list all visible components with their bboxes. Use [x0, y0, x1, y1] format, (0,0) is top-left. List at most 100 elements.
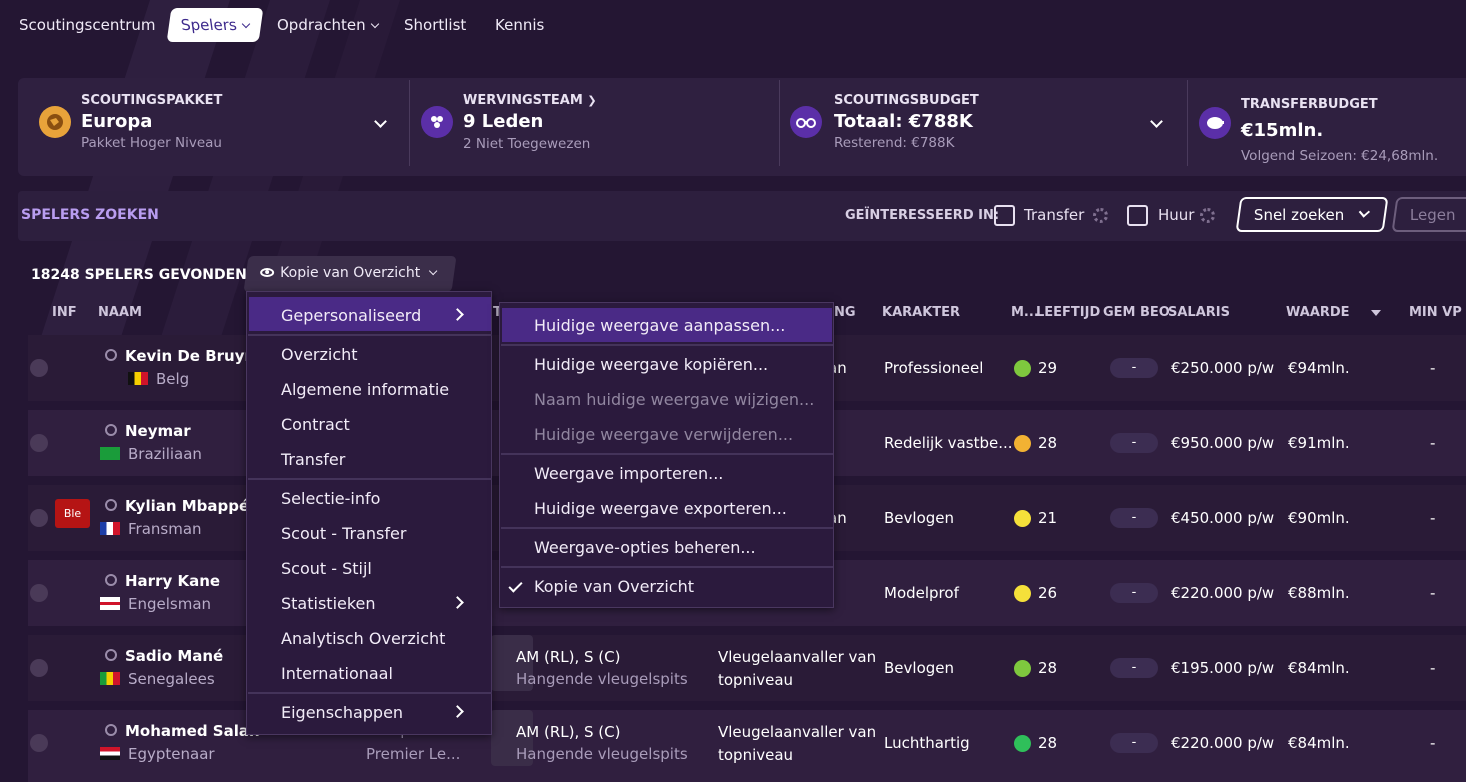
top-navigation: Scoutingscentrum Spelers Opdrachten Shor… — [0, 0, 1466, 48]
card-value: Europa — [81, 111, 153, 132]
team-icon — [421, 106, 453, 138]
menu-item-kopieren[interactable]: Huidige weergave kopiëren... — [534, 355, 769, 374]
avg-rating: - — [1110, 583, 1158, 603]
nav-spelers[interactable]: Spelers — [166, 8, 264, 42]
salary: €195.000 p/w — [1171, 659, 1275, 677]
arrow-icon — [1014, 435, 1031, 452]
salary: €250.000 p/w — [1171, 359, 1275, 377]
value: €90mln. — [1288, 509, 1350, 527]
player-name[interactable]: Kylian Mbappé — [125, 497, 250, 515]
menu-item-exporteren[interactable]: Huidige weergave exporteren... — [534, 499, 787, 518]
scouting-budget-card[interactable]: SCOUTINGSBUDGET Totaal: €788K Resterend:… — [780, 78, 1185, 176]
menu-item-eigenschappen[interactable]: Eigenschappen — [281, 703, 404, 722]
nav-shortlist[interactable]: Shortlist — [404, 16, 467, 34]
check-icon — [508, 578, 523, 593]
player-name[interactable]: Sadio Mané — [125, 647, 224, 665]
search-title: SPELERS ZOEKEN — [21, 207, 159, 223]
age: 28 — [1038, 434, 1058, 452]
arrow-icon — [1014, 360, 1031, 377]
chevron-right-icon — [451, 596, 464, 609]
table-row[interactable]: Mohamed Salah Egyptenaar Liverp... Premi… — [28, 710, 1466, 782]
col-karakter[interactable]: KARAKTER — [882, 305, 961, 320]
scouting-package-card[interactable]: SCOUTINGSPAKKET Europa Pakket Hoger Nive… — [18, 78, 408, 176]
col-rating[interactable]: NG — [834, 305, 856, 320]
divider — [779, 80, 780, 166]
divider — [1187, 80, 1188, 166]
col-m[interactable]: M... — [1011, 305, 1039, 320]
player-nationality: Braziliaan — [100, 445, 202, 463]
col-t[interactable]: T — [493, 305, 502, 320]
player-name[interactable]: Mohamed Salah — [125, 722, 260, 740]
col-minvp[interactable]: MIN VP — [1409, 305, 1462, 320]
chevron-down-icon — [1358, 206, 1371, 218]
menu-item-analytisch-overzicht[interactable]: Analytisch Overzicht — [281, 629, 446, 648]
menu-item-contract[interactable]: Contract — [281, 415, 350, 434]
menu-item-opties-beheren[interactable]: Weergave-opties beheren... — [534, 538, 756, 557]
menu-item-overzicht[interactable]: Overzicht — [281, 345, 358, 364]
nav-opdrachten[interactable]: Opdrachten — [277, 8, 379, 42]
nav-scoutingscentrum[interactable]: Scoutingscentrum — [19, 16, 156, 34]
player-name[interactable]: Kevin De Bruyne — [125, 347, 266, 365]
transfer-checkbox[interactable] — [994, 205, 1015, 226]
menu-item-aanpassen[interactable]: Huidige weergave aanpassen... — [534, 316, 786, 335]
menu-item-scout-transfer[interactable]: Scout - Transfer — [281, 524, 407, 543]
menu-item-scout-stijl[interactable]: Scout - Stijl — [281, 559, 372, 578]
col-salaris[interactable]: SALARIS — [1168, 305, 1230, 320]
age: 26 — [1038, 584, 1058, 602]
chevron-down-icon[interactable] — [1150, 115, 1163, 128]
menu-item-importeren[interactable]: Weergave importeren... — [534, 464, 724, 483]
avg-rating: - — [1110, 358, 1158, 378]
gear-icon[interactable] — [1200, 208, 1215, 223]
col-inf[interactable]: INF — [52, 305, 77, 320]
check-icon[interactable] — [30, 359, 48, 377]
avg-rating: - — [1110, 508, 1158, 528]
menu-item-internationaal[interactable]: Internationaal — [281, 664, 393, 683]
transfer-budget-card[interactable]: TRANSFERBUDGET €15mln. Volgend Seizoen: … — [1188, 78, 1466, 176]
min-vp: - — [1430, 434, 1436, 452]
table-row[interactable]: Sadio Mané Senegalees AM (RL), S (C) Han… — [28, 635, 1466, 701]
card-value: €15mln. — [1241, 120, 1324, 141]
check-icon[interactable] — [30, 734, 48, 752]
player-nationality: Senegalees — [100, 670, 215, 688]
menu-item-statistieken[interactable]: Statistieken — [281, 594, 376, 613]
menu-item-gepersonaliseerd[interactable]: Gepersonaliseerd — [281, 306, 422, 325]
league[interactable]: Premier Le... — [366, 745, 461, 763]
menu-item-algemene-informatie[interactable]: Algemene informatie — [281, 380, 450, 399]
injury-badge[interactable]: Ble — [55, 499, 90, 528]
chevron-down-icon[interactable] — [374, 115, 387, 128]
loan-checkbox[interactable] — [1127, 205, 1148, 226]
col-naam[interactable]: NAAM — [98, 305, 142, 320]
check-icon[interactable] — [30, 509, 48, 527]
menu-item-selectie-info[interactable]: Selectie-info — [281, 489, 381, 508]
view-selector-button[interactable]: Kopie van Overzicht — [243, 256, 457, 292]
clear-button[interactable]: Legen — [1391, 197, 1466, 232]
eye-icon — [260, 268, 275, 277]
sort-desc-icon[interactable] — [1371, 310, 1381, 316]
col-leeftijd[interactable]: LEEFTIJD — [1036, 305, 1101, 320]
check-icon[interactable] — [30, 659, 48, 677]
globe-icon — [39, 106, 71, 138]
divider — [501, 344, 833, 346]
recruitment-team-card[interactable]: WERVINGSTEAM ❯ 9 Leden 2 Niet Toegewezen — [410, 78, 778, 176]
quick-search-dropdown[interactable]: Snel zoeken — [1235, 197, 1389, 232]
check-icon[interactable] — [30, 584, 48, 602]
nav-kennis[interactable]: Kennis — [495, 16, 545, 34]
menu-item-transfer[interactable]: Transfer — [281, 450, 346, 469]
card-sub: Pakket Hoger Niveau — [81, 135, 222, 151]
col-waarde[interactable]: WAARDE — [1286, 305, 1350, 320]
value: €94mln. — [1288, 359, 1350, 377]
position: AM (RL), S (C) — [516, 648, 621, 666]
character: Modelprof — [884, 584, 959, 602]
character: Bevlogen — [884, 659, 954, 677]
position-role: Hangende vleugelspits — [516, 670, 688, 688]
menu-item-kopie-van-overzicht[interactable]: Kopie van Overzicht — [534, 577, 695, 596]
player-name[interactable]: Neymar — [125, 422, 191, 440]
col-gembeo[interactable]: GEM BEO — [1103, 305, 1170, 320]
player-name[interactable]: Harry Kane — [125, 572, 221, 590]
check-icon[interactable] — [30, 434, 48, 452]
role-line2: topniveau — [718, 746, 794, 764]
gear-icon[interactable] — [1093, 208, 1108, 223]
menu-highlight — [249, 297, 491, 331]
results-count: 18248 SPELERS GEVONDEN — [31, 267, 247, 283]
summary-cards: SCOUTINGSPAKKET Europa Pakket Hoger Nive… — [18, 78, 1466, 176]
